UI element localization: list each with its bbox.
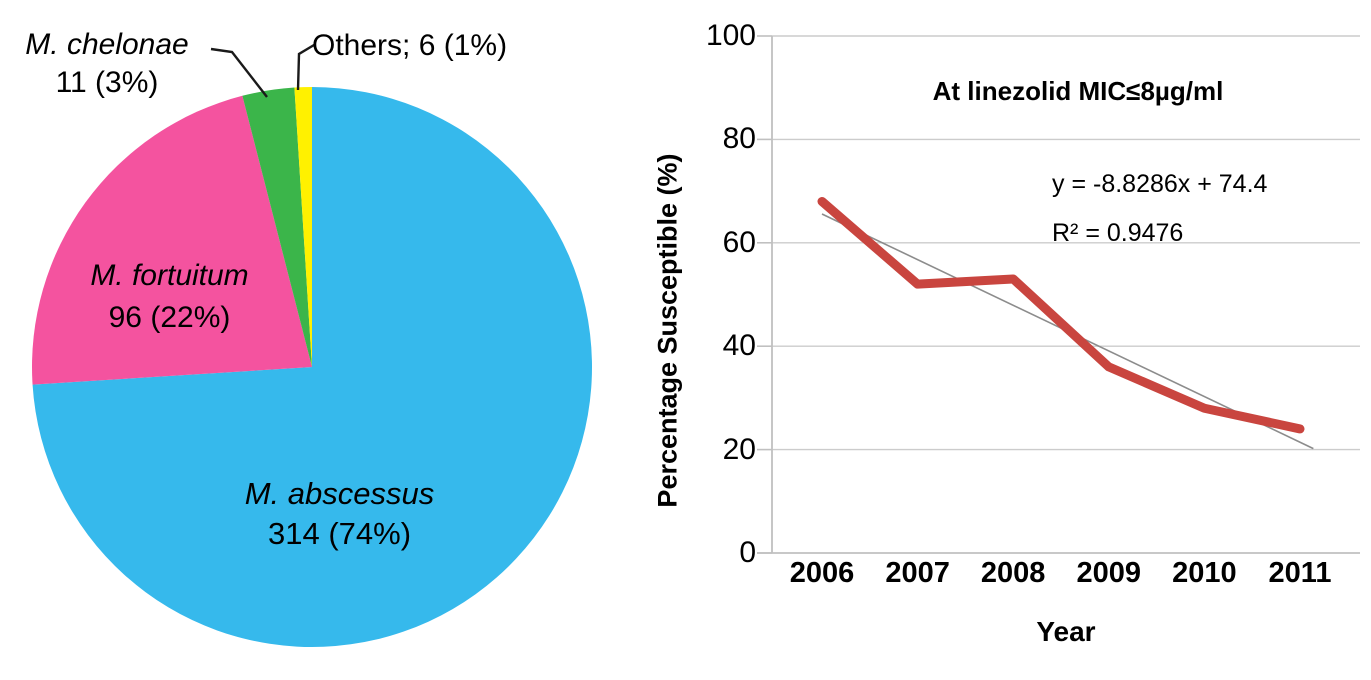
pie-label-m-chelonae-value: 11 (3%): [55, 66, 159, 99]
pie-label-m-fortuitum: M. fortuitum 96 (22%): [52, 255, 287, 339]
y-tick-label-60: 60: [722, 225, 756, 259]
y-tick-label-20: 20: [722, 432, 756, 466]
x-tick-label-2011: 2011: [1268, 557, 1332, 589]
x-tick-label-2006: 2006: [789, 557, 855, 589]
pie-label-m-abscessus: M. abscessus 314 (74%): [222, 474, 457, 554]
trendline-r-squared: R² = 0.9476: [1052, 219, 1184, 247]
x-tick-label-2008: 2008: [980, 557, 1046, 589]
pie-slice-m-fortuitum: [31, 95, 312, 385]
pie-slice-others: [294, 87, 312, 367]
x-tick-label-2010: 2010: [1172, 557, 1237, 589]
pie-label-m-fortuitum-value: 96 (22%): [108, 301, 231, 334]
y-tick-label-100: 100: [705, 19, 756, 52]
x-axis-title: Year: [1036, 616, 1096, 647]
chart-title: At linezolid MIC≤8µg/ml: [932, 76, 1224, 106]
pie-label-others: Others; 6 (1%): [312, 29, 508, 62]
x-tick-label-2007: 2007: [885, 557, 950, 589]
x-tick-label-2009: 2009: [1076, 557, 1142, 589]
pie-label-m-abscessus-value: 314 (74%): [267, 516, 412, 551]
trendline: [821, 213, 1314, 450]
trendline-equation: y = -8.8286x + 74.4: [1052, 170, 1268, 198]
pie-label-m-fortuitum-name: M. fortuitum: [90, 259, 249, 292]
y-tick-label-40: 40: [722, 329, 756, 363]
y-tick-label-80: 80: [722, 122, 756, 156]
pie-slice-m-abscessus: [32, 87, 593, 647]
leader-line-m-chelonae: [210, 47, 268, 98]
pie-label-m-chelonae: M. chelonae 11 (3%): [0, 26, 214, 102]
y-tick-label-0: 0: [739, 536, 756, 569]
pie-label-m-abscessus-name: M. abscessus: [244, 476, 435, 511]
pie-label-m-chelonae-name: M. chelonae: [25, 28, 189, 61]
